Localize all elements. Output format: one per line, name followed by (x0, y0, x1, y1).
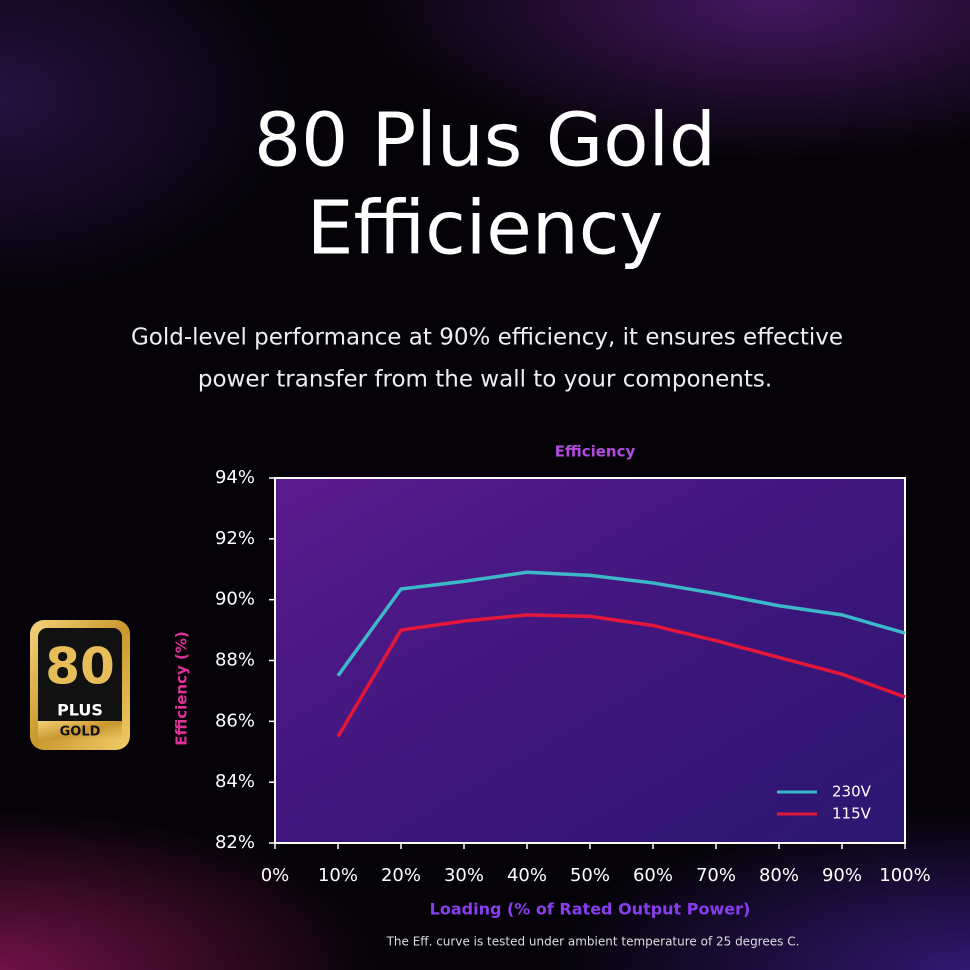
series-line (336, 570, 906, 677)
badge: 80 PLUS GOLD (30, 620, 130, 750)
description-line: Gold-level performance at 90% efficiency… (131, 325, 843, 351)
description-line: power transfer from the wall to your com… (198, 367, 772, 393)
x-tick-label: 60% (633, 865, 673, 886)
x-tick-label: 80% (759, 865, 799, 886)
y-tick-label: 94% (215, 467, 255, 488)
series-line (336, 613, 906, 738)
badge-inner (38, 628, 122, 742)
y-tick-label: 88% (215, 650, 255, 671)
y-tick-label: 82% (215, 832, 255, 853)
badge-level: GOLD (60, 725, 101, 740)
heading-line: Efficiency (307, 186, 663, 272)
x-tick-label: 50% (570, 865, 610, 886)
x-tick-label: 30% (444, 865, 484, 886)
x-tick-label: 40% (507, 865, 547, 886)
x-tick-label: 90% (822, 865, 862, 886)
plot-area (275, 478, 905, 843)
x-tick-label: 100% (879, 865, 930, 886)
y-tick-label: 84% (215, 771, 255, 792)
plot-frame (274, 477, 906, 844)
heading-line: 80 Plus Gold (254, 98, 716, 184)
x-tick-label: 70% (696, 865, 736, 886)
x-tick-label: 20% (381, 865, 421, 886)
x-tick-label: 0% (261, 865, 290, 886)
footnote: The Eff. curve is tested under ambient t… (386, 935, 800, 949)
legend-label: 115V (832, 805, 872, 823)
x-axis-label: Loading (% of Rated Output Power) (430, 900, 751, 919)
x-tick-label: 10% (318, 865, 358, 886)
y-tick-label: 92% (215, 528, 255, 549)
chart-title: Efficiency (555, 443, 636, 461)
badge-strip (38, 721, 122, 742)
y-tick-label: 86% (215, 710, 255, 731)
badge-brand: PLUS (57, 701, 103, 720)
badge-number: 80 (45, 638, 115, 696)
y-tick-label: 90% (215, 589, 255, 610)
chart: Efficiency Loading (% of Rated Output Pow… (173, 443, 931, 919)
legend-label: 230V (832, 783, 872, 801)
y-axis-label: Efficiency (%) (173, 631, 191, 746)
